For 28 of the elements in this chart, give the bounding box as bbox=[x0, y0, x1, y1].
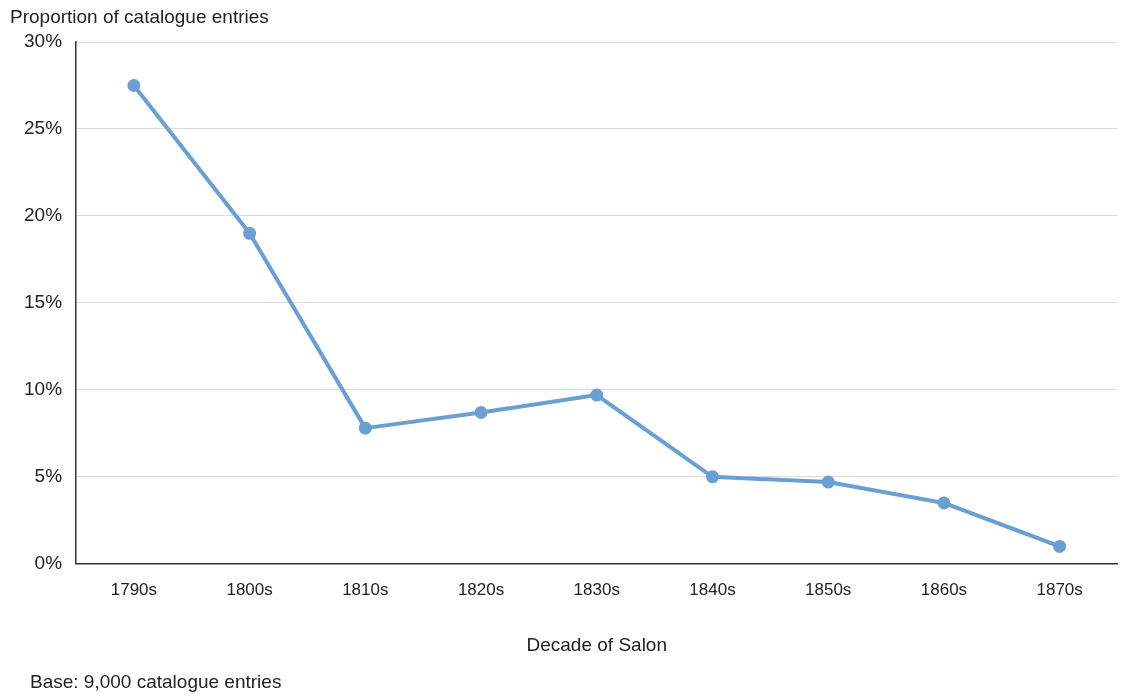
y-tick-label: 5% bbox=[34, 465, 63, 487]
x-tick-label: 1830s bbox=[573, 579, 620, 599]
x-axis-title: Decade of Salon bbox=[526, 633, 668, 655]
point bbox=[705, 470, 719, 484]
point bbox=[243, 226, 257, 240]
x-tick-label: 1820s bbox=[457, 579, 505, 599]
point bbox=[358, 421, 372, 435]
x-tick-label: 1840s bbox=[689, 579, 736, 599]
y-tick-label: 30% bbox=[24, 30, 63, 52]
point bbox=[821, 475, 835, 489]
point bbox=[590, 388, 604, 402]
x-tick-label: 1800s bbox=[226, 579, 273, 599]
x-tick-label: 1870s bbox=[1036, 579, 1083, 599]
x-tick-label: 1850s bbox=[805, 579, 852, 599]
x-tick-label: 1810s bbox=[342, 579, 389, 599]
point bbox=[127, 78, 141, 92]
y-tick-label: 15% bbox=[24, 291, 63, 313]
point bbox=[474, 405, 488, 419]
x-tick-label: 1790s bbox=[110, 579, 158, 599]
point bbox=[1053, 539, 1067, 553]
y-tick-label: 20% bbox=[24, 204, 63, 226]
y-tick-label: 0% bbox=[34, 552, 63, 574]
text: Base: 9,000 catalogue entries bbox=[30, 671, 282, 693]
point bbox=[937, 496, 951, 510]
y-tick-label: 25% bbox=[24, 117, 63, 139]
x-tick-label: 1860s bbox=[920, 579, 968, 599]
y-tick-label: 10% bbox=[24, 378, 63, 400]
y-axis-title: Proportion of catalogue entries bbox=[10, 6, 269, 28]
